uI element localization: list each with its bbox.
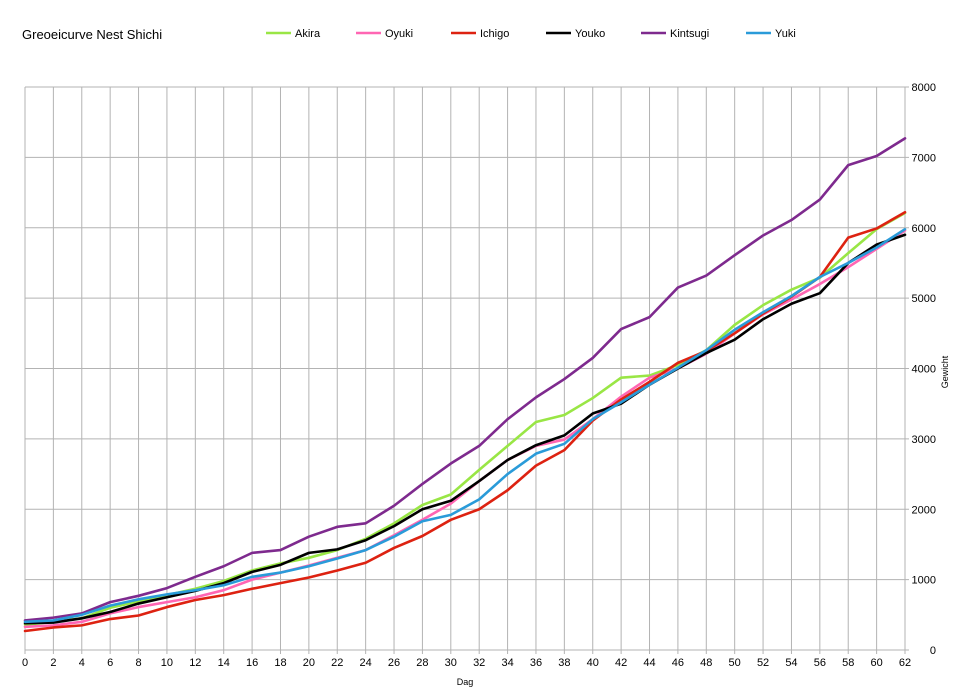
x-tick-label-6: 6 — [107, 657, 113, 669]
y-tick-label-2000: 2000 — [912, 504, 936, 516]
chart-title: Greoeicurve Nest Shichi — [22, 27, 162, 42]
legend-item-ichigo: Ichigo — [451, 28, 509, 40]
y-tick-label-1000: 1000 — [912, 575, 936, 587]
x-tick-label-46: 46 — [672, 657, 684, 669]
x-tick-label-20: 20 — [303, 657, 315, 669]
x-tick-label-42: 42 — [615, 657, 627, 669]
x-tick-label-32: 32 — [473, 657, 485, 669]
x-tick-label-40: 40 — [587, 657, 599, 669]
x-tick-label-52: 52 — [757, 657, 769, 669]
y-tick-label-4000: 4000 — [912, 364, 936, 376]
x-tick-label-50: 50 — [729, 657, 741, 669]
legend-item-kintsugi: Kintsugi — [641, 28, 709, 40]
x-tick-label-56: 56 — [814, 657, 826, 669]
x-tick-label-26: 26 — [388, 657, 400, 669]
x-tick-label-34: 34 — [501, 657, 513, 669]
legend-item-yuki: Yuki — [746, 28, 796, 40]
legend-label-oyuki: Oyuki — [385, 28, 413, 40]
x-tick-label-16: 16 — [246, 657, 258, 669]
y-axis-label: Gewicht — [940, 355, 950, 388]
x-tick-label-14: 14 — [218, 657, 230, 669]
x-tick-label-36: 36 — [530, 657, 542, 669]
x-tick-label-28: 28 — [416, 657, 428, 669]
legend-item-oyuki: Oyuki — [356, 28, 413, 40]
x-tick-label-18: 18 — [274, 657, 286, 669]
y-tick-label-6000: 6000 — [912, 223, 936, 235]
legend-label-youko: Youko — [575, 28, 605, 40]
legend-label-ichigo: Ichigo — [480, 28, 509, 40]
x-tick-label-30: 30 — [445, 657, 457, 669]
x-axis-label: Dag — [457, 677, 474, 687]
series-lines — [23, 137, 907, 633]
x-tick-label-8: 8 — [135, 657, 141, 669]
x-tick-label-10: 10 — [161, 657, 173, 669]
x-tick-label-12: 12 — [189, 657, 201, 669]
legend-item-youko: Youko — [546, 28, 605, 40]
series-line-kintsugi — [23, 137, 907, 622]
x-tick-label-0: 0 — [22, 657, 28, 669]
legend: Akira Oyuki Ichigo Youko Kintsugi Yuki — [266, 28, 796, 40]
y-tick-label-5000: 5000 — [912, 293, 936, 305]
legend-label-kintsugi: Kintsugi — [670, 28, 709, 40]
legend-label-yuki: Yuki — [775, 28, 796, 40]
legend-item-akira: Akira — [266, 28, 321, 40]
y-tick-label-8000: 8000 — [912, 82, 936, 94]
series-line-ichigo — [23, 210, 907, 633]
series-line-yuki — [23, 227, 907, 624]
legend-label-akira: Akira — [295, 28, 321, 40]
x-tick-label-38: 38 — [558, 657, 570, 669]
y-tick-label-0: 0 — [930, 645, 936, 657]
y-tick-label-7000: 7000 — [912, 152, 936, 164]
x-tick-label-22: 22 — [331, 657, 343, 669]
series-line-youko — [23, 233, 907, 625]
x-tick-label-4: 4 — [79, 657, 85, 669]
x-tick-label-58: 58 — [842, 657, 854, 669]
x-tick-label-60: 60 — [870, 657, 882, 669]
x-tick-label-54: 54 — [785, 657, 797, 669]
x-tick-label-62: 62 — [899, 657, 911, 669]
x-tick-label-2: 2 — [50, 657, 56, 669]
x-tick-label-48: 48 — [700, 657, 712, 669]
y-axis-ticks: 0 1000 2000 3000 4000 5000 6000 7000 8000 — [905, 82, 936, 657]
x-tick-label-24: 24 — [360, 657, 372, 669]
x-axis-ticks: 0 2 4 6 8 10 12 14 16 18 20 22 24 26 28 30 32 34 36 38 40 42 4… — [22, 650, 911, 669]
x-tick-label-44: 44 — [643, 657, 655, 669]
y-tick-label-3000: 3000 — [912, 434, 936, 446]
